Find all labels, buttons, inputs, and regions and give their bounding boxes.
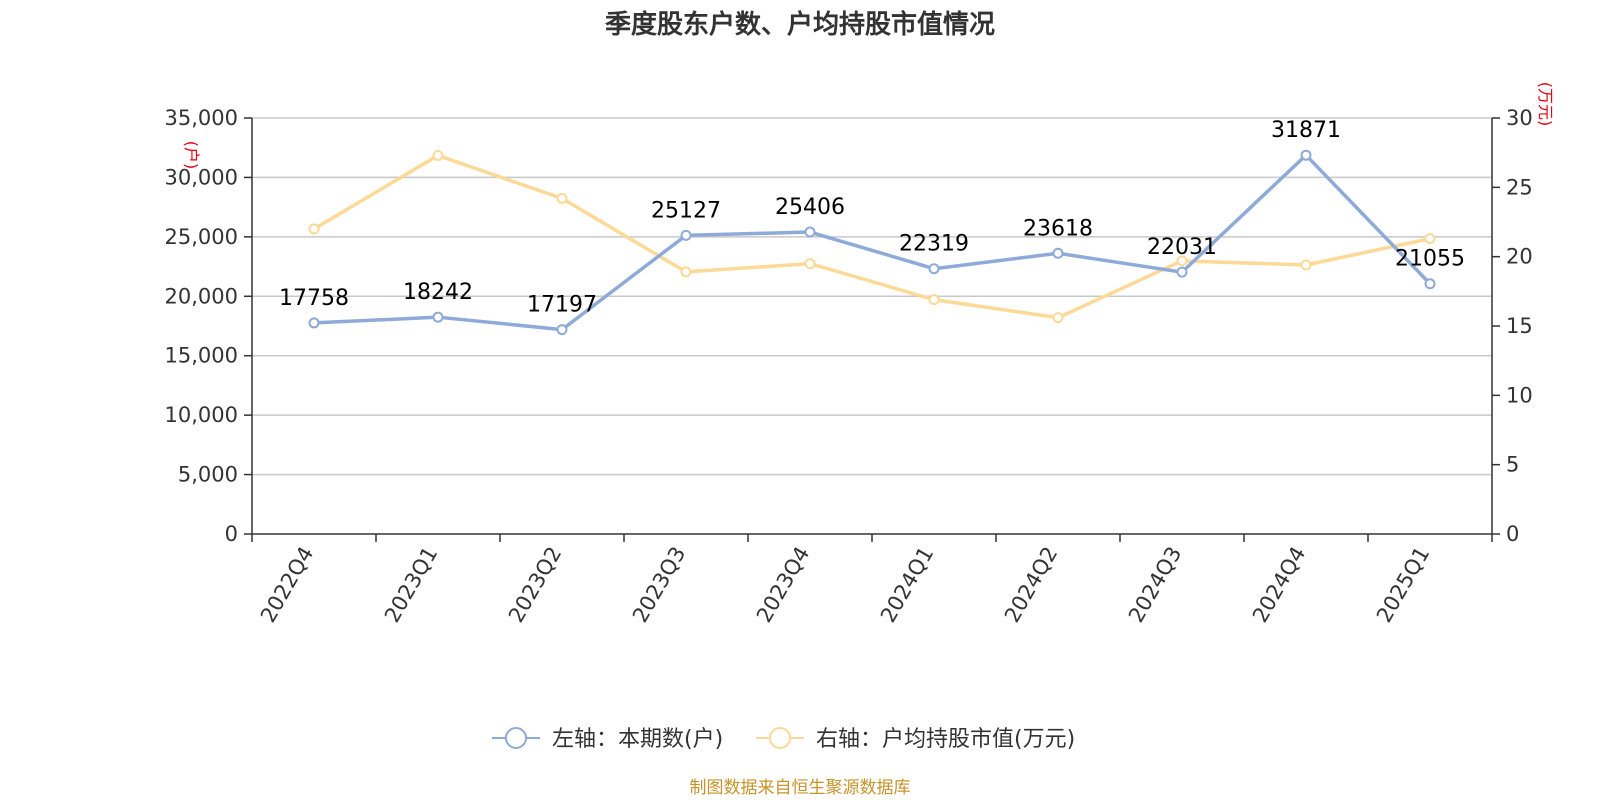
x-tick-label: 2023Q3	[628, 543, 690, 627]
x-tick-label: 2024Q4	[1248, 543, 1310, 627]
right-series-point[interactable]	[432, 149, 444, 161]
right-series-point[interactable]	[1176, 255, 1188, 267]
right-series-point[interactable]	[308, 223, 320, 235]
right-series-line	[313, 153, 1431, 320]
right-tick-label: 25	[1506, 175, 1533, 199]
left-tick-label: 10,000	[165, 403, 238, 427]
left-tick-label: 5,000	[178, 463, 238, 487]
right-tick-label: 20	[1506, 245, 1533, 269]
data-label: 22319	[899, 232, 969, 257]
legend-left-circle-icon	[505, 727, 527, 749]
right-series-point[interactable]	[1052, 312, 1064, 324]
data-label: 25406	[775, 195, 845, 220]
chart-title: 季度股东户数、户均持股市值情况	[605, 9, 995, 40]
x-tick-label: 2025Q1	[1372, 543, 1434, 627]
x-tick-label: 2024Q2	[1000, 543, 1062, 627]
right-tick-label: 30	[1506, 106, 1533, 130]
left-series-point[interactable]	[1300, 149, 1312, 161]
left-tick-label: 0	[225, 522, 238, 546]
right-series-point[interactable]	[556, 192, 568, 204]
left-series-point[interactable]	[1052, 247, 1064, 259]
left-series-point[interactable]	[928, 263, 940, 275]
right-tick-label: 15	[1506, 314, 1533, 338]
x-tick-label: 2024Q1	[876, 543, 938, 627]
left-tick-label: 35,000	[165, 106, 238, 130]
left-series-point[interactable]	[680, 229, 692, 241]
left-series-point[interactable]	[1176, 266, 1188, 278]
legend-left-label: 左轴：本期数(户)	[552, 727, 723, 752]
data-labels: 17758 18242 17197 25127 25406 22319 23618 22031…	[279, 118, 1465, 317]
data-label: 18242	[403, 280, 473, 305]
series-lines	[308, 149, 1436, 336]
data-label: 25127	[651, 198, 721, 223]
data-label: 17758	[279, 286, 349, 311]
data-label: 31871	[1271, 118, 1341, 143]
grid-lines	[252, 117, 1492, 476]
right-axis-unit: (万元)	[1536, 82, 1555, 127]
legend-right-label: 右轴：户均持股市值(万元)	[816, 727, 1075, 752]
x-tick-label: 2023Q4	[752, 543, 814, 627]
data-label: 21055	[1395, 247, 1465, 272]
right-tick-label: 5	[1506, 453, 1519, 477]
left-series-point[interactable]	[804, 226, 816, 238]
x-tick-label: 2023Q2	[504, 543, 566, 627]
x-tick-label: 2024Q3	[1124, 543, 1186, 627]
left-series-point[interactable]	[556, 324, 568, 336]
left-series-line	[313, 153, 1432, 332]
left-series-point[interactable]	[308, 317, 320, 329]
right-tick-label: 10	[1506, 383, 1533, 407]
legend-item-left-series[interactable]: 左轴：本期数(户)	[492, 727, 723, 752]
right-tick-label: 0	[1506, 522, 1519, 546]
left-tick-label: 15,000	[165, 344, 238, 368]
right-series-point[interactable]	[1300, 259, 1312, 271]
right-series-point[interactable]	[928, 294, 940, 306]
left-tick-label: 25,000	[165, 225, 238, 249]
x-tick-label: 2022Q4	[256, 543, 318, 627]
data-label: 22031	[1147, 235, 1217, 260]
left-tick-label: 20,000	[165, 284, 238, 308]
data-label: 23618	[1023, 216, 1093, 241]
x-tick-label: 2023Q1	[380, 543, 442, 627]
left-tick-label: 30,000	[165, 165, 238, 189]
data-label: 17197	[527, 293, 597, 318]
right-series-point[interactable]	[1424, 233, 1436, 245]
legend-right-circle-icon	[769, 727, 791, 749]
left-series-point[interactable]	[432, 311, 444, 323]
left-axis-unit: (户)	[182, 141, 201, 170]
left-series-point[interactable]	[1424, 278, 1436, 290]
legend-item-right-series[interactable]: 右轴：户均持股市值(万元)	[756, 727, 1075, 752]
axes: 0 5,000 10,000 15,000 20,000 25,000 30,000 35,0…	[165, 106, 1533, 627]
legend[interactable]: 左轴：本期数(户) 右轴：户均持股市值(万元)	[492, 727, 1075, 752]
right-series-point[interactable]	[804, 258, 816, 270]
source-note: 制图数据来自恒生聚源数据库	[690, 778, 911, 798]
right-series-point[interactable]	[680, 266, 692, 278]
